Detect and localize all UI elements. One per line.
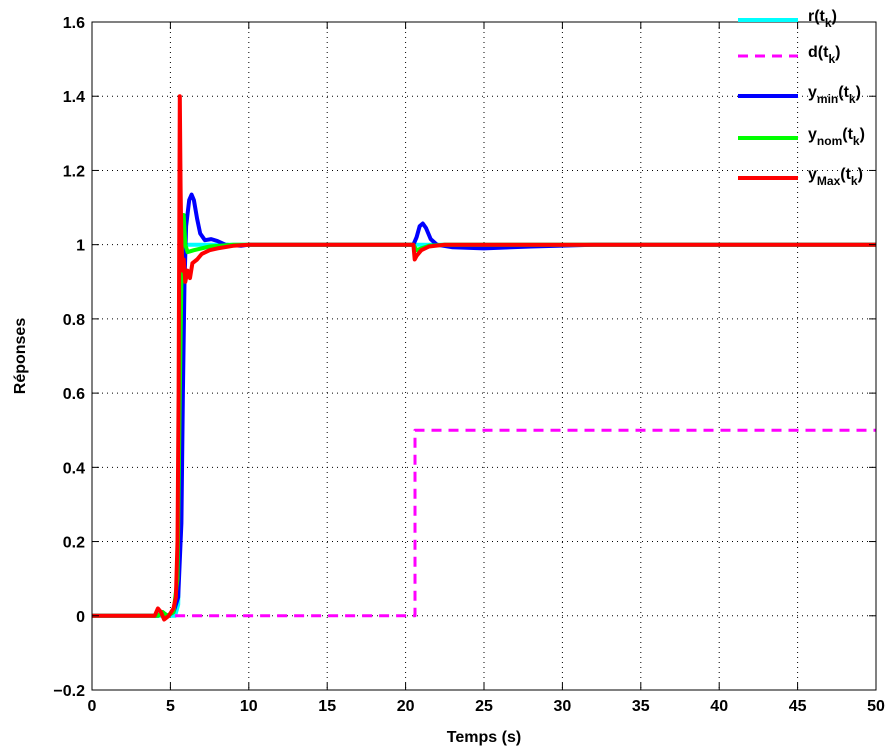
x-tick-label: 35: [632, 698, 650, 715]
legend-text-subscript: k: [849, 92, 856, 106]
x-tick-label: 0: [88, 698, 97, 715]
x-tick-label: 5: [166, 698, 175, 715]
legend-text-mid: (t: [842, 126, 853, 143]
x-tick-label: 10: [240, 698, 258, 715]
legend-text-subscript: Max: [817, 174, 841, 188]
legend-text-base: y: [808, 84, 817, 101]
y-tick-label: 0.8: [63, 312, 85, 329]
legend-text-mid: (t: [838, 84, 849, 101]
legend-text-subscript: k: [851, 174, 858, 188]
x-tick-label: 45: [789, 698, 807, 715]
x-tick-labels: 0 5 10 15 20 25 30 35 40 45 50: [88, 698, 885, 715]
legend-text-tail: ): [832, 8, 837, 25]
series-line-ymax: [92, 94, 876, 622]
y-tick-label: 0.2: [63, 535, 85, 552]
x-axis-label: Temps (s): [447, 729, 521, 746]
legend-text-mid: (t: [840, 166, 851, 183]
x-tick-label: 15: [318, 698, 336, 715]
plot-area: [92, 22, 876, 690]
y-tick-labels: −0.2 0 0.2 0.4 0.6 0.8 1 1.2 1.4 1.6: [53, 15, 85, 700]
y-tick-label: −0.2: [53, 683, 85, 700]
y-tick-label: 1: [76, 238, 85, 255]
legend-label-ymax: yMax(tk): [808, 166, 863, 188]
x-tick-label: 20: [397, 698, 415, 715]
legend-text-tail: ): [856, 84, 861, 101]
series-group: [92, 94, 876, 622]
series-line-d: [175, 428, 876, 618]
legend-text-tail: ): [835, 44, 840, 61]
legend-label-d: d(tk): [808, 44, 840, 66]
legend: r(tk)d(tk)ymin(tk)ynom(tk)yMax(tk): [738, 8, 865, 188]
x-tick-label: 30: [554, 698, 572, 715]
y-tick-label: 0.6: [63, 386, 85, 403]
y-tick-label: 0.4: [63, 460, 85, 477]
legend-label-ynom: ynom(tk): [808, 126, 865, 148]
y-axis-label: Réponses: [12, 318, 29, 395]
y-tick-label: 0: [76, 609, 85, 626]
legend-text-subscript: nom: [817, 134, 842, 148]
legend-text-tail: ): [858, 166, 863, 183]
legend-text-base: y: [808, 126, 817, 143]
legend-text-base: r(t: [808, 8, 826, 25]
legend-text-subscript: min: [817, 92, 838, 106]
legend-label-r: r(tk): [808, 8, 837, 30]
x-tick-label: 25: [475, 698, 493, 715]
legend-text-tail: ): [860, 126, 865, 143]
legend-label-ymin: ymin(tk): [808, 84, 861, 106]
x-tick-label: 40: [710, 698, 728, 715]
legend-text-base: d(t: [808, 44, 829, 61]
tick-marks: [91, 21, 877, 691]
y-tick-label: 1.6: [63, 15, 85, 32]
x-tick-label: 50: [867, 698, 885, 715]
legend-text-subscript: k: [853, 134, 860, 148]
legend-text-subscript: k: [825, 16, 832, 30]
legend-text-base: y: [808, 166, 817, 183]
y-tick-label: 1.4: [63, 89, 85, 106]
y-tick-label: 1.2: [63, 163, 85, 180]
legend-text-subscript: k: [828, 52, 835, 66]
